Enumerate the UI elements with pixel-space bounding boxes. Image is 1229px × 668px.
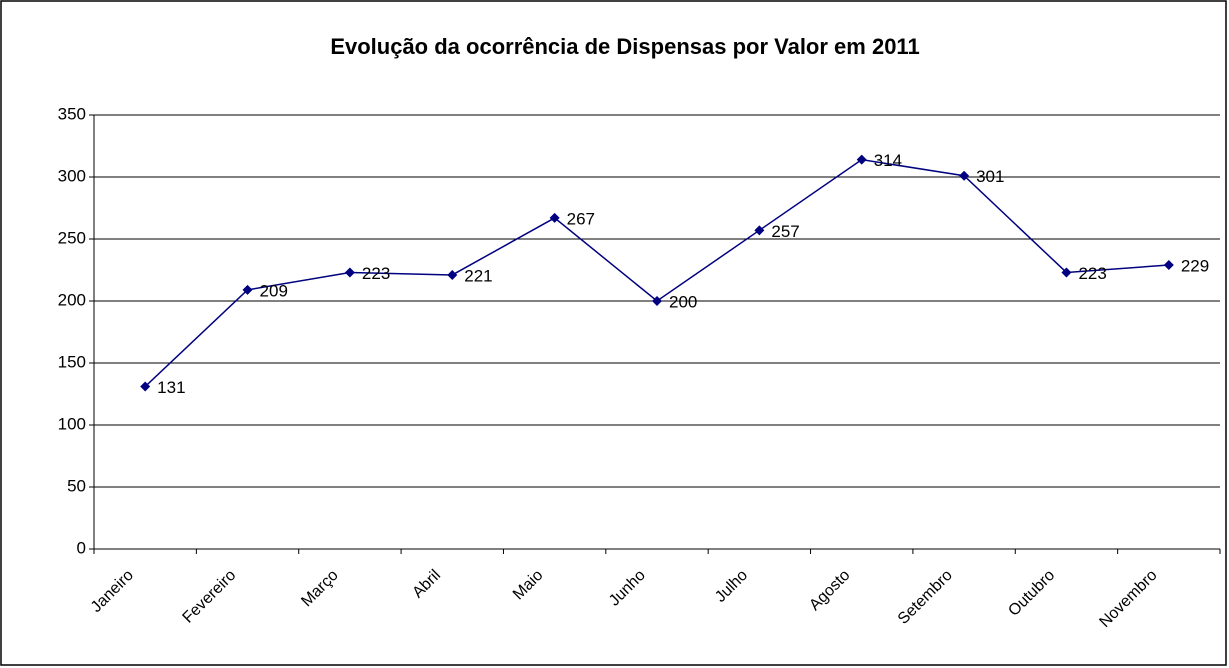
data-label: 221 — [464, 266, 492, 285]
data-label: 209 — [260, 281, 288, 300]
data-label: 257 — [771, 222, 799, 241]
marker — [344, 267, 355, 278]
marker — [959, 170, 970, 181]
marker — [549, 212, 560, 223]
marker — [652, 296, 662, 306]
data-label: 223 — [1078, 264, 1106, 283]
data-label: 301 — [976, 167, 1004, 186]
data-label: 267 — [567, 209, 595, 228]
marker — [447, 269, 458, 280]
y-tick-label: 150 — [58, 352, 86, 371]
data-label: 223 — [362, 264, 390, 283]
data-label: 314 — [874, 151, 902, 170]
marker — [140, 381, 151, 392]
data-label: 229 — [1181, 257, 1209, 276]
y-tick-label: 300 — [58, 166, 86, 185]
y-tick-label: 200 — [58, 290, 86, 309]
marker — [1061, 267, 1072, 278]
data-label: 131 — [157, 378, 185, 397]
marker — [856, 154, 867, 165]
y-tick-label: 250 — [58, 228, 86, 247]
y-tick-label: 50 — [67, 476, 86, 495]
data-label: 200 — [669, 292, 697, 311]
y-tick-label: 350 — [58, 104, 86, 123]
marker — [1163, 260, 1174, 271]
chart-title: Evolução da ocorrência de Dispensas por … — [330, 34, 919, 59]
y-tick-label: 100 — [58, 414, 86, 433]
y-tick-label: 0 — [77, 538, 86, 557]
marker — [754, 225, 765, 236]
marker — [242, 284, 253, 295]
